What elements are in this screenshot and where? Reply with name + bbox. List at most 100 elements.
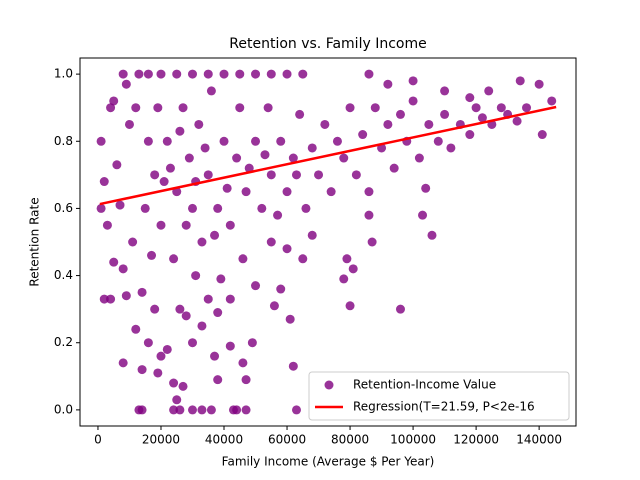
data-point	[332, 136, 342, 146]
data-point	[128, 237, 138, 247]
data-point	[106, 103, 116, 113]
data-point	[137, 287, 147, 297]
data-point	[235, 103, 245, 113]
data-point	[238, 254, 248, 264]
y-tick-label: 0.8	[54, 134, 73, 148]
data-point	[515, 76, 525, 86]
data-point	[266, 237, 276, 247]
data-point	[367, 237, 377, 247]
data-point	[175, 304, 185, 314]
legend: Retention-Income Value Regression(T=21.59…	[308, 371, 570, 421]
data-point	[156, 220, 166, 230]
data-point	[156, 351, 166, 361]
data-point	[465, 130, 475, 140]
data-point	[348, 264, 358, 274]
data-point	[364, 187, 374, 197]
data-point	[106, 294, 116, 304]
data-point	[197, 237, 207, 247]
data-point	[175, 405, 185, 415]
data-point	[172, 395, 182, 405]
data-point	[273, 210, 283, 220]
data-point	[169, 254, 179, 264]
data-point	[471, 103, 481, 113]
x-tick-label: 40000	[205, 433, 243, 447]
y-tick-label: 0.6	[54, 201, 73, 215]
y-tick-label: 0.4	[54, 268, 73, 282]
x-tick-label: 140000	[516, 433, 562, 447]
data-point	[345, 301, 355, 311]
data-point	[238, 358, 248, 368]
data-point	[251, 69, 261, 79]
data-point	[358, 130, 368, 140]
data-point	[307, 230, 317, 240]
data-point	[156, 69, 166, 79]
data-point	[219, 69, 229, 79]
data-point	[291, 170, 301, 180]
data-point	[150, 170, 160, 180]
data-point	[339, 153, 349, 163]
data-point	[124, 119, 134, 129]
data-point	[484, 86, 494, 96]
x-tick-label: 120000	[453, 433, 499, 447]
data-point	[187, 203, 197, 213]
data-point	[465, 93, 475, 103]
data-point	[496, 103, 506, 113]
data-point	[389, 163, 399, 173]
data-point	[143, 338, 153, 348]
data-point	[118, 69, 128, 79]
data-point	[181, 311, 191, 321]
data-point	[112, 160, 122, 170]
data-point	[210, 351, 220, 361]
data-point	[121, 79, 131, 89]
data-point	[175, 126, 185, 136]
data-point	[150, 304, 160, 314]
data-point	[247, 338, 257, 348]
data-point	[109, 257, 119, 267]
data-point	[143, 136, 153, 146]
data-point	[169, 378, 179, 388]
legend-label: Retention-Income Value	[353, 378, 496, 392]
chart-title: Retention vs. Family Income	[229, 36, 426, 52]
x-tick-label: 80000	[331, 433, 369, 447]
data-point	[282, 244, 292, 254]
data-point	[137, 365, 147, 375]
data-point	[307, 143, 317, 153]
data-point	[184, 153, 194, 163]
data-point	[187, 405, 197, 415]
data-point	[351, 170, 361, 180]
legend-label: Regression(T=21.59, P<2e-16	[353, 400, 535, 414]
data-point	[421, 183, 431, 193]
data-point	[295, 109, 305, 119]
data-point	[153, 103, 163, 113]
data-point	[200, 143, 210, 153]
data-point	[203, 294, 213, 304]
data-point	[282, 69, 292, 79]
data-point	[225, 294, 235, 304]
data-point	[424, 119, 434, 129]
x-tick-label: 60000	[268, 433, 306, 447]
data-point	[162, 344, 172, 354]
data-point	[298, 69, 308, 79]
axes-frame	[79, 57, 577, 427]
data-point	[115, 200, 125, 210]
data-point	[102, 220, 112, 230]
data-point	[257, 203, 267, 213]
data-point	[395, 109, 405, 119]
data-point	[235, 69, 245, 79]
data-point	[165, 163, 175, 173]
data-point	[446, 143, 456, 153]
data-point	[96, 203, 106, 213]
y-tick-label: 0.0	[54, 402, 73, 416]
data-point	[96, 136, 106, 146]
data-point	[213, 375, 223, 385]
data-point	[241, 187, 251, 197]
y-axis-label: Retention Rate	[28, 197, 42, 286]
data-point	[162, 136, 172, 146]
legend-box	[308, 371, 570, 421]
data-point	[99, 294, 109, 304]
data-point	[288, 153, 298, 163]
data-point	[232, 153, 242, 163]
data-point	[203, 170, 213, 180]
data-point	[537, 130, 547, 140]
